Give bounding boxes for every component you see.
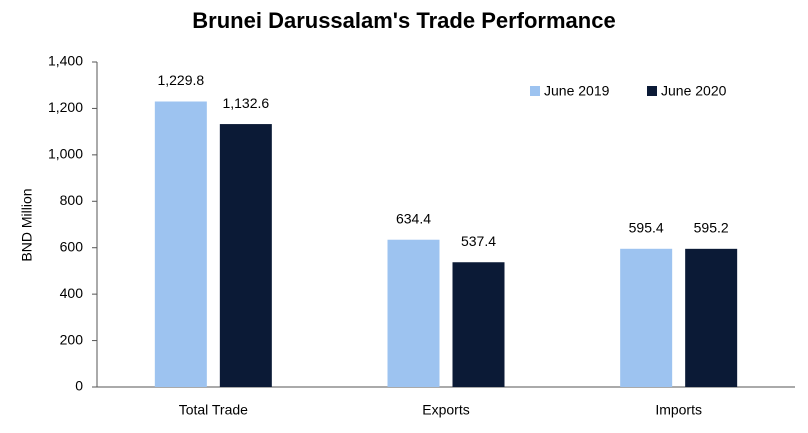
data-label: 595.4	[629, 219, 664, 235]
data-label: 1,132.6	[222, 95, 269, 111]
data-label: 634.4	[396, 210, 431, 226]
data-label: 537.4	[461, 233, 496, 249]
bar	[620, 248, 673, 387]
bar	[387, 239, 440, 387]
y-tick-label: 800	[60, 192, 84, 208]
data-label: 595.2	[694, 220, 729, 236]
legend-label: June 2020	[661, 83, 727, 99]
legend-swatch	[530, 86, 540, 96]
y-tick-label: 600	[60, 238, 84, 254]
y-tick-label: 1,400	[48, 53, 83, 69]
y-tick-label: 1,000	[48, 146, 83, 162]
y-axis-label: BND Million	[19, 188, 35, 261]
bar	[685, 248, 738, 387]
bar	[219, 124, 272, 387]
y-tick-label: 0	[75, 378, 83, 394]
legend-swatch	[647, 86, 657, 96]
x-tick-label: Total Trade	[179, 402, 248, 418]
y-tick-label: 1,200	[48, 99, 83, 115]
chart-title: Brunei Darussalam's Trade Performance	[192, 8, 615, 33]
bar	[452, 262, 505, 387]
legend-label: June 2019	[544, 83, 610, 99]
data-label: 1,229.8	[157, 72, 204, 88]
x-tick-label: Exports	[422, 402, 469, 418]
y-tick-label: 200	[60, 331, 84, 347]
x-tick-label: Imports	[655, 402, 702, 418]
y-tick-label: 400	[60, 285, 84, 301]
bar	[154, 101, 207, 387]
